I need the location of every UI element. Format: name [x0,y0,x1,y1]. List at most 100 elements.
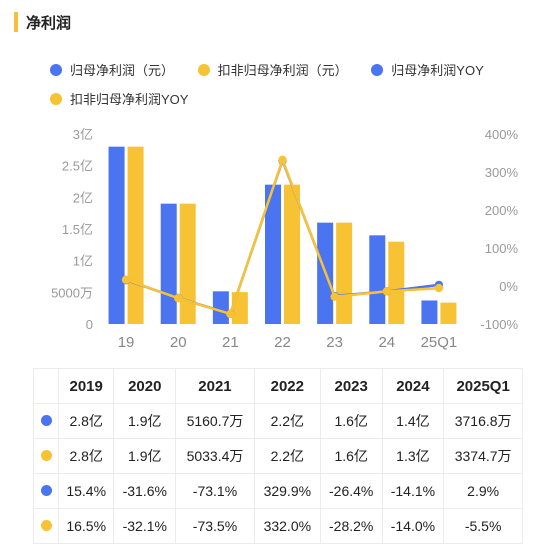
legend-label: 归母净利润YOY [391,63,484,78]
legend-item[interactable]: 扣非归母净利润（元） [197,60,348,79]
table-cell: 329.9% [253,473,321,509]
net-profit-chart: 0 5000万 1亿 1.5亿 2亿 2.5亿 3亿 -100% 0% 100% 200% 300% 4… [51,127,519,351]
right-axis-tick-label: -100% [480,317,518,332]
table-cell: 2.2亿 [253,403,321,439]
table-cell: 1.6亿 [319,403,383,439]
left-axis-tick-label: 0 [86,317,93,332]
bar [421,300,438,324]
table-cell: 1.3亿 [381,438,445,474]
yoy-point [434,283,444,293]
table-cell: -28.2% [319,508,383,544]
left-axis-tick-label: 1亿 [73,254,93,269]
yoy-point [382,287,391,296]
bar [231,292,248,324]
table-cell: 3716.8万 [443,403,523,439]
table-header-cell: 2020 [113,368,177,404]
table-cell: -26.4% [319,473,383,509]
yoy-point [121,275,131,284]
x-axis-tick-label: 23 [326,334,343,351]
table-cell: -31.6% [113,473,177,509]
legend-dot-icon [50,92,62,105]
yoy-point [226,309,235,319]
x-axis-tick-label: 22 [274,334,291,351]
table-cell: -32.1% [113,508,177,544]
table-cell: 3374.7万 [443,438,523,474]
table-header-cell: 2025Q1 [443,368,523,404]
title-accent-bar [14,12,18,32]
left-axis-tick-label: 5000万 [51,285,93,300]
left-axis-tick-label: 2亿 [73,190,93,205]
legend-item[interactable]: 归母净利润YOY [371,60,484,79]
table-cell: -73.1% [175,473,255,509]
right-axis-tick-label: 200% [485,203,519,218]
bar [160,203,177,324]
row-marker-cell [33,473,59,509]
row-color-dot-icon [40,520,52,531]
bar [336,222,353,324]
row-marker-cell [33,403,59,439]
table-corner-cell [33,368,59,404]
x-axis-tick-label: 19 [118,334,135,351]
legend-item[interactable]: 扣非归母净利润YOY [50,89,188,108]
table-row: 2.8亿 1.9亿 5033.4万 2.2亿 1.6亿 1.3亿 3374.7万 [33,438,523,474]
table-header-cell: 2019 [57,368,115,404]
right-axis-tick-label: 0% [499,279,518,294]
table-cell: 1.9亿 [113,403,177,439]
x-axis-tick-label: 20 [170,334,187,351]
left-axis-tick-label: 1.5亿 [62,222,93,237]
bar [212,291,229,324]
table-cell: 1.4亿 [381,403,445,439]
row-color-dot-icon [40,415,52,426]
table-cell: 16.5% [57,508,115,544]
legend-label: 扣非归母净利润（元） [217,63,348,78]
table-cell: -5.5% [443,508,523,544]
row-color-dot-icon [40,450,52,461]
table-cell: 1.9亿 [113,438,177,474]
right-axis-tick-label: 300% [485,165,519,180]
right-axis-tick-label: 100% [485,241,519,256]
table-cell: 2.8亿 [57,438,115,474]
bar [108,146,125,324]
table-cell: 2.9% [443,473,523,509]
chart-legend: 归母净利润（元） 扣非归母净利润（元） 归母净利润YOY 扣非归母净利润YOY [50,60,530,118]
yoy-point [330,292,339,301]
x-axis-tick-label: 21 [222,334,239,351]
bar [369,235,386,324]
bar [284,184,300,324]
table-header-row: 2019 2020 2021 2022 2023 2024 2025Q1 [33,368,523,404]
right-axis-tick-label: 400% [485,127,519,142]
table-header-cell: 2022 [253,368,321,404]
table-cell: -14.1% [381,473,445,509]
table-cell: 15.4% [57,473,115,509]
table-cell: 5160.7万 [175,403,255,439]
table-row: 15.4% -31.6% -73.1% 329.9% -26.4% -14.1% 2.9% [33,473,523,509]
x-axis-tick-label: 24 [378,334,395,351]
page-title: 净利润 [26,15,72,32]
table-cell: 5033.4万 [175,438,255,474]
bar [127,146,144,324]
bar [265,184,281,324]
yoy-point [278,155,287,165]
legend-label: 归母净利润（元） [70,63,175,78]
data-table: 2019 2020 2021 2022 2023 2024 2025Q1 2.8亿 1.9亿 5… [33,368,523,544]
table-header-cell: 2023 [319,368,383,404]
table-header-cell: 2021 [175,368,255,404]
x-axis-tick-label: 25Q1 [421,334,458,351]
table-cell: 1.6亿 [319,438,383,474]
bar [440,302,457,324]
row-color-dot-icon [40,485,52,496]
left-axis-tick-label: 3亿 [73,127,93,142]
yoy-point [174,293,183,303]
table-cell: -14.0% [381,508,445,544]
legend-label: 扣非归母净利润YOY [70,92,189,107]
table-cell: 2.2亿 [253,438,321,474]
bar [179,203,196,324]
bar [388,241,405,324]
table-row: 16.5% -32.1% -73.5% 332.0% -28.2% -14.0% -5.5% [33,508,523,544]
table-row: 2.8亿 1.9亿 5160.7万 2.2亿 1.6亿 1.4亿 3716.8万 [33,403,523,439]
legend-dot-icon [50,63,62,76]
legend-item[interactable]: 归母净利润（元） [50,60,174,79]
table-cell: 2.8亿 [57,403,115,439]
table-cell: -73.5% [175,508,255,544]
legend-dot-icon [197,63,210,76]
